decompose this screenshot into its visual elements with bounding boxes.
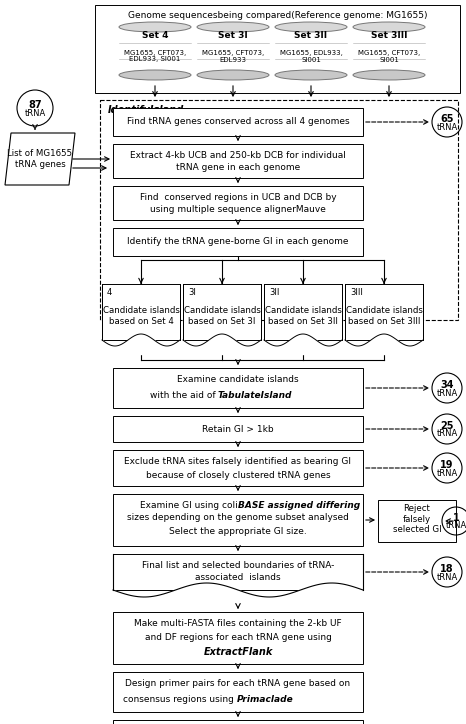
FancyBboxPatch shape xyxy=(113,416,363,442)
Text: BASE assigned differing: BASE assigned differing xyxy=(238,500,360,510)
FancyBboxPatch shape xyxy=(119,27,191,75)
Text: Reject
falsely
selected GI: Reject falsely selected GI xyxy=(393,504,441,534)
Text: 65: 65 xyxy=(440,114,454,124)
Ellipse shape xyxy=(275,22,347,32)
Text: Set 3I: Set 3I xyxy=(218,30,248,40)
FancyBboxPatch shape xyxy=(345,284,423,340)
Ellipse shape xyxy=(353,70,425,80)
FancyBboxPatch shape xyxy=(197,27,269,75)
Text: consensus regions using: consensus regions using xyxy=(123,694,237,704)
Text: consensus regions using: consensus regions using xyxy=(0,723,1,724)
FancyBboxPatch shape xyxy=(113,494,363,546)
Text: Examine GI using coli​BASE assigned differing: Examine GI using coli​BASE assigned diff… xyxy=(0,723,1,724)
Text: 3II: 3II xyxy=(269,288,280,297)
Text: tRNA gene in each genome: tRNA gene in each genome xyxy=(176,164,300,172)
Text: Candidate islands
based on Set 3II: Candidate islands based on Set 3II xyxy=(265,306,342,326)
Text: ExtractFlank: ExtractFlank xyxy=(203,647,273,657)
Text: MG1655, CFT073,
SI001: MG1655, CFT073, SI001 xyxy=(358,49,420,62)
Text: Retain GI > 1kb: Retain GI > 1kb xyxy=(202,424,274,434)
Text: Design primer pairs for each tRNA gene based on: Design primer pairs for each tRNA gene b… xyxy=(125,680,350,689)
Text: assigned differing: assigned differing xyxy=(0,723,1,724)
Text: Final list and selected boundaries of tRNA-: Final list and selected boundaries of tR… xyxy=(142,560,334,570)
FancyBboxPatch shape xyxy=(113,612,363,664)
Text: TabulateIsland: TabulateIsland xyxy=(218,390,293,400)
FancyBboxPatch shape xyxy=(113,672,363,712)
Text: 19: 19 xyxy=(440,460,454,470)
Ellipse shape xyxy=(197,22,269,32)
Text: using multiple sequence alignerMauve: using multiple sequence alignerMauve xyxy=(150,206,326,214)
FancyBboxPatch shape xyxy=(113,108,363,136)
Text: Genome sequencesbeing compared(Reference genome: MG1655): Genome sequencesbeing compared(Reference… xyxy=(128,12,428,20)
Text: Set 3III: Set 3III xyxy=(371,30,407,40)
FancyBboxPatch shape xyxy=(95,5,460,93)
Text: Find  conserved regions in UCB and DCB by: Find conserved regions in UCB and DCB by xyxy=(140,193,336,203)
FancyBboxPatch shape xyxy=(113,228,363,256)
Text: Examine GI using coli: Examine GI using coli xyxy=(140,500,238,510)
Text: 4: 4 xyxy=(107,288,112,297)
Text: Candidate islands
based on Set 4: Candidate islands based on Set 4 xyxy=(103,306,179,326)
Text: MG1655, CFT073,
EDL933, SI001: MG1655, CFT073, EDL933, SI001 xyxy=(124,49,186,62)
Text: Set 4: Set 4 xyxy=(142,30,168,40)
Text: associated  islands: associated islands xyxy=(195,573,281,583)
Text: MG1655, EDL933,
SI001: MG1655, EDL933, SI001 xyxy=(280,49,343,62)
Text: Exclude tRNA sites falsely identified as bearing GI: Exclude tRNA sites falsely identified as… xyxy=(124,457,351,466)
FancyBboxPatch shape xyxy=(353,27,425,75)
Text: 25: 25 xyxy=(440,421,454,431)
Ellipse shape xyxy=(353,22,425,32)
FancyBboxPatch shape xyxy=(183,284,261,340)
FancyBboxPatch shape xyxy=(275,27,347,75)
Text: tRNA: tRNA xyxy=(436,468,458,478)
Text: tRNA: tRNA xyxy=(436,389,458,397)
FancyBboxPatch shape xyxy=(378,500,456,542)
Text: Extract 4-kb UCB and 250-kb DCB for individual: Extract 4-kb UCB and 250-kb DCB for indi… xyxy=(130,151,346,161)
FancyBboxPatch shape xyxy=(113,186,363,220)
Text: and DF regions for each tRNA gene using: and DF regions for each tRNA gene using xyxy=(144,634,331,642)
Text: Examine candidate islands: Examine candidate islands xyxy=(177,376,299,384)
Text: tRNA: tRNA xyxy=(436,573,458,581)
Text: BASE: BASE xyxy=(0,723,1,724)
Text: Find tRNA genes conserved across all 4 genomes: Find tRNA genes conserved across all 4 g… xyxy=(127,117,350,127)
Text: Examine GI using coli: Examine GI using coli xyxy=(0,723,1,724)
Polygon shape xyxy=(5,133,75,185)
Text: 34: 34 xyxy=(440,380,454,390)
Text: Set 3II: Set 3II xyxy=(295,30,328,40)
FancyBboxPatch shape xyxy=(113,720,363,724)
FancyBboxPatch shape xyxy=(264,284,342,340)
Text: tRNA: tRNA xyxy=(436,429,458,439)
Text: 3III: 3III xyxy=(350,288,363,297)
Text: 1: 1 xyxy=(452,513,459,523)
Text: Identify the tRNA gene-borne GI in each genome: Identify the tRNA gene-borne GI in each … xyxy=(127,237,349,246)
Ellipse shape xyxy=(119,22,191,32)
Text: List of MG1655
tRNA genes: List of MG1655 tRNA genes xyxy=(7,149,73,169)
Text: Select the appropriate GI size.: Select the appropriate GI size. xyxy=(169,528,307,536)
Text: Candidate islands
based on Set 3I: Candidate islands based on Set 3I xyxy=(184,306,260,326)
Text: because of closely clustered tRNA genes: because of closely clustered tRNA genes xyxy=(146,471,330,479)
FancyBboxPatch shape xyxy=(113,368,363,408)
Text: Candidate islands
based on Set 3III: Candidate islands based on Set 3III xyxy=(346,306,423,326)
FancyBboxPatch shape xyxy=(113,554,363,590)
FancyBboxPatch shape xyxy=(113,450,363,486)
Text: tRNA: tRNA xyxy=(445,521,466,531)
Text: Primaclade: Primaclade xyxy=(0,723,1,724)
Text: 3I: 3I xyxy=(188,288,196,297)
Text: 87: 87 xyxy=(28,100,42,110)
Text: tRNA: tRNA xyxy=(436,122,458,132)
Text: IdentifyIsland: IdentifyIsland xyxy=(108,105,184,115)
FancyBboxPatch shape xyxy=(113,144,363,178)
FancyBboxPatch shape xyxy=(102,284,180,340)
Text: Make multi-FASTA files containing the 2-kb UF: Make multi-FASTA files containing the 2-… xyxy=(134,620,342,628)
Text: 18: 18 xyxy=(440,564,454,574)
Ellipse shape xyxy=(275,70,347,80)
Ellipse shape xyxy=(197,70,269,80)
Text: MG1655, CFT073,
EDL933: MG1655, CFT073, EDL933 xyxy=(202,49,264,62)
Text: tRNA: tRNA xyxy=(24,109,46,117)
Text: Primaclade: Primaclade xyxy=(237,694,294,704)
Text: with the aid of: with the aid of xyxy=(150,390,218,400)
Ellipse shape xyxy=(119,70,191,80)
Text: sizes depending on the genome subset analysed: sizes depending on the genome subset ana… xyxy=(127,513,349,521)
